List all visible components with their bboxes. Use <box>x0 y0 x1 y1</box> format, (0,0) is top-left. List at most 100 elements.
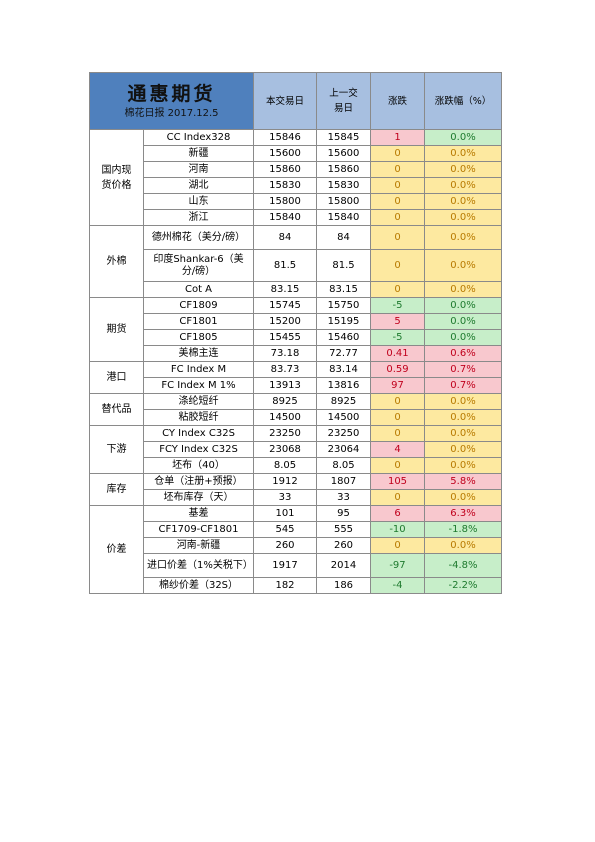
change-value: 105 <box>370 473 425 490</box>
prev-value: 8925 <box>316 393 371 410</box>
change-value: -97 <box>370 553 425 578</box>
row-label: 坯布库存（天） <box>143 489 254 506</box>
prev-value: 15840 <box>316 209 371 226</box>
change-value: 0 <box>370 281 425 298</box>
prev-value: 83.15 <box>316 281 371 298</box>
change-value: 0.41 <box>370 345 425 362</box>
pct-value: 0.0% <box>424 329 502 346</box>
pct-value: 0.0% <box>424 537 502 554</box>
col-header-prev-line2: 易日 <box>333 103 353 114</box>
pct-value: 0.0% <box>424 209 502 226</box>
category-inventory: 库存 <box>89 473 144 506</box>
prev-value: 186 <box>316 577 371 594</box>
pct-value: 0.0% <box>424 409 502 426</box>
category-line: 货价格 <box>101 179 132 191</box>
change-value: 0 <box>370 177 425 194</box>
change-value: 1 <box>370 129 425 146</box>
pct-value: 0.0% <box>424 225 502 250</box>
pct-value: 0.0% <box>424 177 502 194</box>
table-row: 国内现 货价格 CC Index328 15846 15845 1 0.0% <box>89 129 502 226</box>
cotton-daily-table: 通惠期货 棉花日报 2017.12.5 本交易日 上一交 易日 涨跌 涨跌幅（%）… <box>89 72 502 594</box>
table-row: 坯布库存（天） 33 33 0 0.0% <box>90 489 502 506</box>
row-label: Cot A <box>143 281 254 298</box>
row-label: 坯布（40） <box>143 457 254 474</box>
prev-value: 81.5 <box>316 249 371 282</box>
change-value: 0 <box>370 489 425 506</box>
table-row: 河南-新疆 260 260 0 0.0% <box>90 537 502 554</box>
change-value: 97 <box>370 377 425 394</box>
table-row: 美棉主连 73.18 72.77 0.41 0.6% <box>90 345 502 362</box>
table-row: 山东 15800 15800 0 0.0% <box>90 193 502 210</box>
table-row: 粘胶短纤 14500 14500 0 0.0% <box>90 409 502 426</box>
pct-value: 0.0% <box>424 249 502 282</box>
change-value: -10 <box>370 521 425 538</box>
row-label: FC Index M <box>143 361 254 378</box>
change-value: 0 <box>370 161 425 178</box>
change-value: 0 <box>370 225 425 250</box>
today-value: 23068 <box>253 441 317 458</box>
table-row: 湖北 15830 15830 0 0.0% <box>90 177 502 194</box>
today-value: 84 <box>253 225 317 250</box>
change-value: 0 <box>370 393 425 410</box>
pct-value: 0.0% <box>424 129 502 146</box>
table-row: 浙江 15840 15840 0 0.0% <box>90 209 502 226</box>
change-value: 0 <box>370 193 425 210</box>
prev-value: 23250 <box>316 425 371 442</box>
today-value: 14500 <box>253 409 317 426</box>
today-value: 182 <box>253 577 317 594</box>
today-value: 23250 <box>253 425 317 442</box>
col-header-pct: 涨跌幅（%） <box>424 72 502 130</box>
table-row: CF1709-CF1801 545 555 -10 -1.8% <box>90 521 502 538</box>
table-row: 新疆 15600 15600 0 0.0% <box>90 145 502 162</box>
prev-value: 23064 <box>316 441 371 458</box>
prev-value: 14500 <box>316 409 371 426</box>
change-value: 0 <box>370 537 425 554</box>
today-value: 73.18 <box>253 345 317 362</box>
prev-value: 15800 <box>316 193 371 210</box>
pct-value: 0.7% <box>424 377 502 394</box>
row-label: 印度Shankar-6（美分/磅） <box>143 249 254 282</box>
row-label: 山东 <box>143 193 254 210</box>
table-row: 港口 FC Index M 83.73 83.14 0.59 0.7% <box>89 361 502 394</box>
today-value: 15800 <box>253 193 317 210</box>
change-value: 0 <box>370 249 425 282</box>
change-value: -5 <box>370 329 425 346</box>
prev-value: 72.77 <box>316 345 371 362</box>
category-futures: 期货 <box>89 297 144 362</box>
today-value: 81.5 <box>253 249 317 282</box>
prev-value: 33 <box>316 489 371 506</box>
row-label: 湖北 <box>143 177 254 194</box>
pct-value: 0.0% <box>424 425 502 442</box>
today-value: 8.05 <box>253 457 317 474</box>
today-value: 15846 <box>253 129 317 146</box>
today-value: 15840 <box>253 209 317 226</box>
pct-value: -4.8% <box>424 553 502 578</box>
row-label: FC Index M 1% <box>143 377 254 394</box>
category-downstream: 下游 <box>89 425 144 474</box>
prev-value: 15860 <box>316 161 371 178</box>
change-value: -5 <box>370 297 425 314</box>
table-row: 外棉 德州棉花（美分/磅） 84 84 0 0.0% <box>89 225 502 298</box>
prev-value: 84 <box>316 225 371 250</box>
pct-value: 0.0% <box>424 297 502 314</box>
today-value: 15860 <box>253 161 317 178</box>
prev-value: 83.14 <box>316 361 371 378</box>
prev-value: 260 <box>316 537 371 554</box>
row-label: 棉纱价差（32S） <box>143 577 254 594</box>
prev-value: 15460 <box>316 329 371 346</box>
row-label: 河南-新疆 <box>143 537 254 554</box>
change-value: 6 <box>370 505 425 522</box>
row-label: 浙江 <box>143 209 254 226</box>
change-value: 0 <box>370 425 425 442</box>
today-value: 1912 <box>253 473 317 490</box>
col-header-prev-line1: 上一交 <box>329 88 358 99</box>
row-label: CF1801 <box>143 313 254 330</box>
pct-value: 0.0% <box>424 313 502 330</box>
pct-value: 5.8% <box>424 473 502 490</box>
prev-value: 15600 <box>316 145 371 162</box>
row-label: CF1805 <box>143 329 254 346</box>
table-row: CF1805 15455 15460 -5 0.0% <box>90 329 502 346</box>
change-value: 0 <box>370 409 425 426</box>
table-row: 印度Shankar-6（美分/磅） 81.5 81.5 0 0.0% <box>90 249 502 282</box>
pct-value: 0.0% <box>424 441 502 458</box>
